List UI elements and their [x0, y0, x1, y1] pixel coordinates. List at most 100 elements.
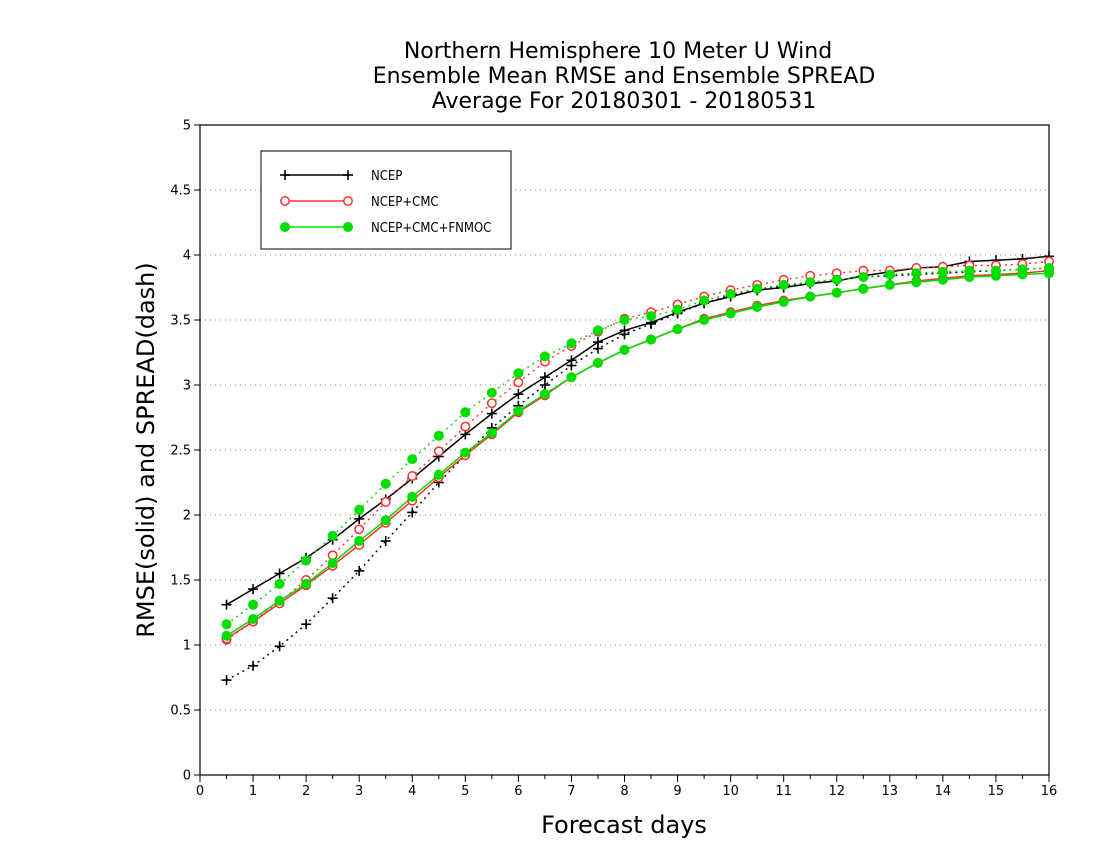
series-ncep-spread-point [221, 675, 232, 686]
series-ncep-cmc-fnmoc-rmse-point [592, 357, 603, 368]
series-ncep-cmc-fnmoc-rmse-point [221, 630, 232, 641]
series-ncep-cmc-fnmoc-spread-point [672, 304, 683, 315]
legend-marker-ncep-cmc [343, 196, 353, 206]
series-ncep-cmc-fnmoc-spread-point [884, 269, 895, 280]
series-ncep-cmc-fnmoc-spread-point [248, 599, 259, 610]
series-ncep-rmse-point [221, 599, 232, 610]
series-ncep-cmc-fnmoc-spread-point [221, 619, 232, 630]
series-ncep-cmc-fnmoc-rmse-point [566, 372, 577, 383]
x-tick-label: 5 [461, 784, 469, 799]
chart-title-line-2: Ensemble Mean RMSE and Ensemble SPREAD [373, 64, 876, 89]
series-ncep-cmc-fnmoc-rmse-point [699, 315, 710, 325]
series-ncep-cmc-fnmoc-rmse-point [937, 274, 948, 285]
series-ncep-cmc-fnmoc-rmse-point [327, 558, 338, 569]
y-tick-label: 4.5 [170, 184, 191, 199]
legend-marker-ncep-cmc-fnmoc [280, 222, 290, 232]
series-ncep-cmc-fnmoc-spread-line [226, 267, 1050, 625]
legend-box [260, 150, 512, 250]
legend: NCEP NCEP+CMC NCEP+CMC+FNMOC [260, 150, 512, 250]
series-ncep-cmc-spread-point [380, 497, 391, 507]
x-tick-label: 11 [775, 784, 792, 799]
series-ncep-spread-point [354, 565, 365, 576]
x-tick-label: 3 [355, 784, 363, 799]
series-ncep-cmc-fnmoc-spread-point [911, 268, 922, 279]
series-ncep-cmc-fnmoc-rmse-point [513, 406, 524, 416]
series-ncep-cmc-fnmoc-spread-point [646, 311, 657, 322]
series-ncep-rmse-point [513, 389, 524, 400]
series-ncep-cmc-fnmoc-rmse-point [805, 291, 816, 302]
series-ncep-cmc-fnmoc-rmse-point [354, 536, 365, 546]
series-ncep-cmc-fnmoc-rmse-point [672, 324, 683, 335]
legend-label-ncep: NCEP [371, 169, 402, 184]
series-ncep-cmc-fnmoc-spread-point [380, 478, 391, 489]
series-ncep-cmc-fnmoc-rmse-point [407, 491, 418, 502]
series-ncep-cmc-fnmoc-rmse-point [380, 515, 391, 526]
legend-marker-ncep-cmc-fnmoc [343, 222, 353, 232]
series-ncep-cmc-fnmoc-rmse-point [752, 302, 763, 312]
series-ncep-cmc-fnmoc-spread-point [725, 289, 736, 299]
series-ncep-spread-point [274, 641, 285, 652]
series-ncep-cmc-fnmoc-spread-point [831, 274, 842, 285]
series-ncep-cmc-fnmoc-spread-point [513, 368, 524, 379]
series-ncep-cmc-fnmoc-rmse-point [911, 277, 922, 288]
series-ncep-cmc-spread-point [433, 446, 444, 457]
legend-marker-ncep [280, 170, 290, 180]
y-tick-label: 2.5 [170, 444, 191, 459]
series-ncep-cmc-fnmoc-rmse-point [301, 578, 312, 589]
series-ncep-spread-point [380, 536, 391, 546]
series-ncep-cmc-fnmoc-rmse-point [1044, 268, 1054, 279]
x-tick-label: 8 [620, 784, 628, 799]
x-tick-label: 13 [882, 784, 899, 799]
x-tick-label: 16 [1041, 784, 1058, 799]
x-tick-label: 9 [673, 784, 681, 799]
series-ncep-cmc-spread-point [407, 471, 418, 481]
series-ncep-rmse-point [274, 568, 285, 579]
series-ncep-cmc-fnmoc-rmse-point [433, 469, 444, 480]
series-ncep-cmc-fnmoc-rmse-point [964, 272, 975, 283]
series-ncep-cmc-fnmoc-spread-point [354, 504, 365, 515]
series-layer [221, 251, 1054, 686]
series-ncep-cmc-spread-point [513, 377, 524, 388]
series-ncep-rmse-point [486, 408, 497, 419]
x-tick-label: 12 [828, 784, 845, 799]
series-ncep-cmc-fnmoc-rmse-point [990, 270, 1001, 281]
series-ncep-cmc-fnmoc-rmse-point [486, 428, 497, 439]
x-tick-label: 14 [935, 784, 952, 799]
y-tick-label: 3.5 [170, 314, 191, 329]
series-ncep-cmc-fnmoc-rmse-point [646, 334, 657, 345]
series-ncep-rmse-point [539, 372, 550, 383]
x-tick-label: 10 [722, 784, 739, 799]
series-ncep-cmc-fnmoc-spread-point [778, 279, 789, 290]
x-axis-label: Forecast days [541, 811, 707, 839]
series-ncep-cmc-spread-point [460, 421, 471, 432]
x-tick-label: 1 [249, 784, 257, 799]
series-ncep-cmc-fnmoc-rmse-point [831, 287, 842, 298]
series-ncep-cmc-fnmoc-spread-point [592, 325, 603, 336]
series-ncep-cmc-fnmoc-spread-point [433, 430, 444, 441]
x-tick-label: 6 [514, 784, 522, 799]
series-ncep-rmse-point [354, 513, 365, 524]
series-ncep-cmc-fnmoc-rmse-point [248, 614, 259, 624]
y-tick-label: 4 [183, 249, 191, 264]
series-ncep-spread-line [226, 267, 1050, 681]
series-ncep-cmc-fnmoc-spread-point [407, 454, 418, 465]
legend-marker-ncep [343, 170, 353, 180]
x-tick-label: 4 [408, 784, 416, 799]
series-ncep-cmc-fnmoc-spread-point [699, 295, 710, 306]
series-ncep-cmc-fnmoc-spread-point [274, 578, 285, 589]
series-ncep-spread-point [407, 507, 418, 518]
x-tick-label: 2 [302, 784, 310, 799]
y-tick-label: 1.5 [170, 574, 191, 589]
legend-marker-ncep-cmc [280, 196, 290, 206]
series-ncep-cmc-fnmoc-rmse-point [619, 344, 630, 355]
y-tick-label: 1 [183, 639, 191, 654]
legend-items: NCEP NCEP+CMC NCEP+CMC+FNMOC [280, 169, 491, 236]
series-ncep-cmc-fnmoc-spread-point [327, 530, 338, 541]
x-tick-label: 15 [988, 784, 1005, 799]
x-tick-label: 7 [567, 784, 575, 799]
series-ncep-cmc-fnmoc-spread-point [805, 277, 816, 288]
series-ncep-cmc-fnmoc-spread-point [566, 338, 577, 349]
y-axis-label: RMSE(solid) and SPREAD(dash) [132, 262, 160, 638]
series-ncep-cmc-fnmoc-rmse-point [1017, 269, 1028, 280]
